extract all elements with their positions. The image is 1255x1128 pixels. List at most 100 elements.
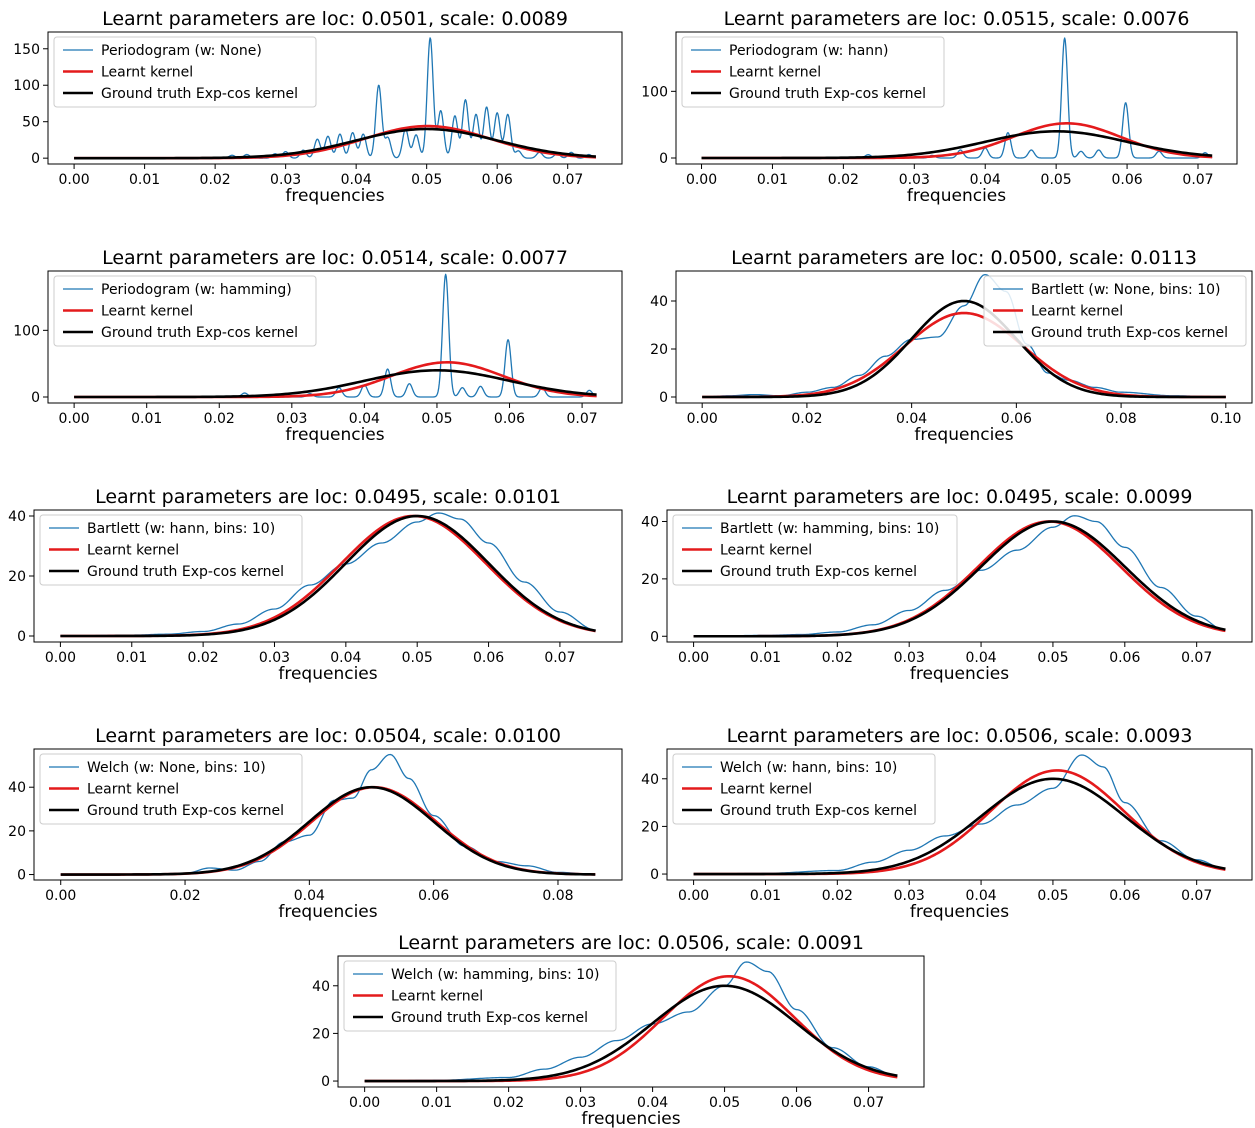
legend-label: Ground truth Exp-cos kernel (729, 86, 926, 102)
subplot-7: Learnt parameters are loc: 0.0504, scale… (8, 725, 623, 922)
x-tick-label: 0.07 (1182, 172, 1213, 188)
x-tick-label: 0.06 (781, 1095, 812, 1111)
x-tick-label: 0.03 (270, 172, 301, 188)
axes-frame (666, 509, 1253, 643)
series-line-ground-truth-exp-cos-kernel (693, 520, 1226, 638)
x-tick-label: 0.06 (1111, 172, 1142, 188)
chart-title: Learnt parameters are loc: 0.0495, scale… (727, 486, 1193, 508)
chart-title: Learnt parameters are loc: 0.0506, scale… (727, 725, 1193, 747)
series-line-ground-truth-exp-cos-kernel (701, 130, 1213, 160)
x-tick-label: 0.06 (494, 411, 525, 427)
legend-label: Learnt kernel (101, 65, 193, 81)
y-tick-label: 0 (17, 629, 26, 645)
x-tick-label: 0.00 (59, 172, 90, 188)
axes-frame (47, 270, 623, 404)
x-tick-label: 0.05 (1041, 172, 1072, 188)
legend-box (672, 514, 958, 586)
legend-label: Ground truth Exp-cos kernel (87, 803, 284, 819)
subplot-9: Learnt parameters are loc: 0.0506, scale… (312, 932, 925, 1128)
x-tick-label: 0.05 (1037, 888, 1068, 904)
y-tick-label: 20 (641, 819, 659, 835)
y-tick-label: 100 (13, 323, 40, 339)
x-tick-label: 0.05 (411, 172, 442, 188)
y-tick-label: 50 (22, 115, 40, 131)
y-tick-label: 40 (8, 780, 26, 796)
x-axis-label: frequencies (910, 664, 1009, 684)
series-line-ground-truth-exp-cos-kernel (74, 369, 597, 399)
y-tick-label: 40 (8, 509, 26, 525)
x-tick-label: 0.05 (421, 411, 452, 427)
x-tick-label: 0.05 (1037, 650, 1068, 666)
axes-frame (675, 31, 1238, 165)
chart-title: Learnt parameters are loc: 0.0501, scale… (102, 8, 568, 30)
x-tick-label: 0.03 (565, 1095, 596, 1111)
legend-label: Ground truth Exp-cos kernel (101, 325, 298, 341)
x-tick-label: 0.04 (896, 411, 927, 427)
legend-label: Welch (w: hann, bins: 10) (720, 760, 897, 776)
series-line-ground-truth-exp-cos-kernel (60, 785, 596, 876)
x-tick-label: 0.02 (169, 888, 200, 904)
series-line-learnt-kernel (74, 124, 596, 160)
x-tick-label: 0.01 (129, 172, 160, 188)
series-line-ground-truth-exp-cos-kernel (693, 777, 1226, 876)
x-tick-label: 0.04 (330, 650, 361, 666)
x-tick-label: 0.00 (687, 411, 718, 427)
legend: Bartlett (w: hann, bins: 10) Learnt kerne… (39, 514, 303, 586)
legend-box (681, 36, 945, 108)
legend-label: Learnt kernel (1031, 304, 1123, 320)
y-tick-label: 40 (312, 979, 330, 995)
y-tick-label: 20 (8, 824, 26, 840)
legend-label: Bartlett (w: hann, bins: 10) (87, 521, 275, 537)
legend-label: Periodogram (w: hamming) (101, 282, 292, 298)
y-tick-label: 0 (650, 629, 659, 645)
y-tick-label: 20 (312, 1026, 330, 1042)
x-tick-label: 0.05 (402, 650, 433, 666)
legend-box (343, 960, 617, 1032)
x-tick-label: 0.08 (542, 888, 573, 904)
x-tick-label: 0.04 (349, 411, 380, 427)
x-tick-label: 0.07 (1181, 650, 1212, 666)
subplot-5: Learnt parameters are loc: 0.0495, scale… (8, 486, 623, 684)
x-tick-label: 0.00 (678, 888, 709, 904)
x-tick-label: 0.03 (276, 411, 307, 427)
legend-label: Ground truth Exp-cos kernel (1031, 325, 1228, 341)
legend: Welch (w: hamming, bins: 10) Learnt kerne… (343, 960, 617, 1032)
axes-frame (337, 955, 925, 1088)
legend-label: Ground truth Exp-cos kernel (391, 1010, 588, 1026)
y-tick-label: 20 (8, 569, 26, 585)
x-tick-label: 0.10 (1210, 411, 1241, 427)
axes-frame (47, 31, 623, 165)
y-tick-label: 0 (17, 868, 26, 884)
x-tick-label: 0.02 (822, 650, 853, 666)
y-tick-label: 20 (650, 342, 668, 358)
y-tick-label: 100 (13, 78, 40, 94)
x-tick-label: 0.00 (678, 650, 709, 666)
series-line-ground-truth-exp-cos-kernel (74, 127, 596, 160)
series-line-ground-truth-exp-cos-kernel (364, 984, 898, 1083)
x-tick-label: 0.06 (482, 172, 513, 188)
x-tick-label: 0.00 (59, 411, 90, 427)
y-tick-label: 0 (31, 390, 40, 406)
y-tick-label: 0 (659, 151, 668, 167)
x-tick-label: 0.06 (1109, 650, 1140, 666)
legend-box (983, 275, 1247, 347)
x-tick-label: 0.01 (750, 888, 781, 904)
series-line-ground-truth-exp-cos-kernel (702, 299, 1226, 399)
x-axis-label: frequencies (278, 902, 377, 922)
legend-box (53, 36, 317, 108)
x-tick-label: 0.07 (544, 650, 575, 666)
legend-box (53, 275, 317, 347)
x-tick-label: 0.04 (965, 650, 996, 666)
x-tick-label: 0.02 (828, 172, 859, 188)
x-tick-label: 0.03 (259, 650, 290, 666)
x-tick-label: 0.01 (116, 650, 147, 666)
x-tick-label: 0.00 (686, 172, 717, 188)
x-tick-label: 0.02 (204, 411, 235, 427)
x-tick-label: 0.03 (894, 650, 925, 666)
legend-label: Learnt kernel (87, 543, 179, 559)
subplot-2: Learnt parameters are loc: 0.0515, scale… (641, 8, 1238, 206)
x-tick-label: 0.07 (552, 172, 583, 188)
x-tick-label: 0.04 (294, 888, 325, 904)
legend-label: Learnt kernel (101, 304, 193, 320)
